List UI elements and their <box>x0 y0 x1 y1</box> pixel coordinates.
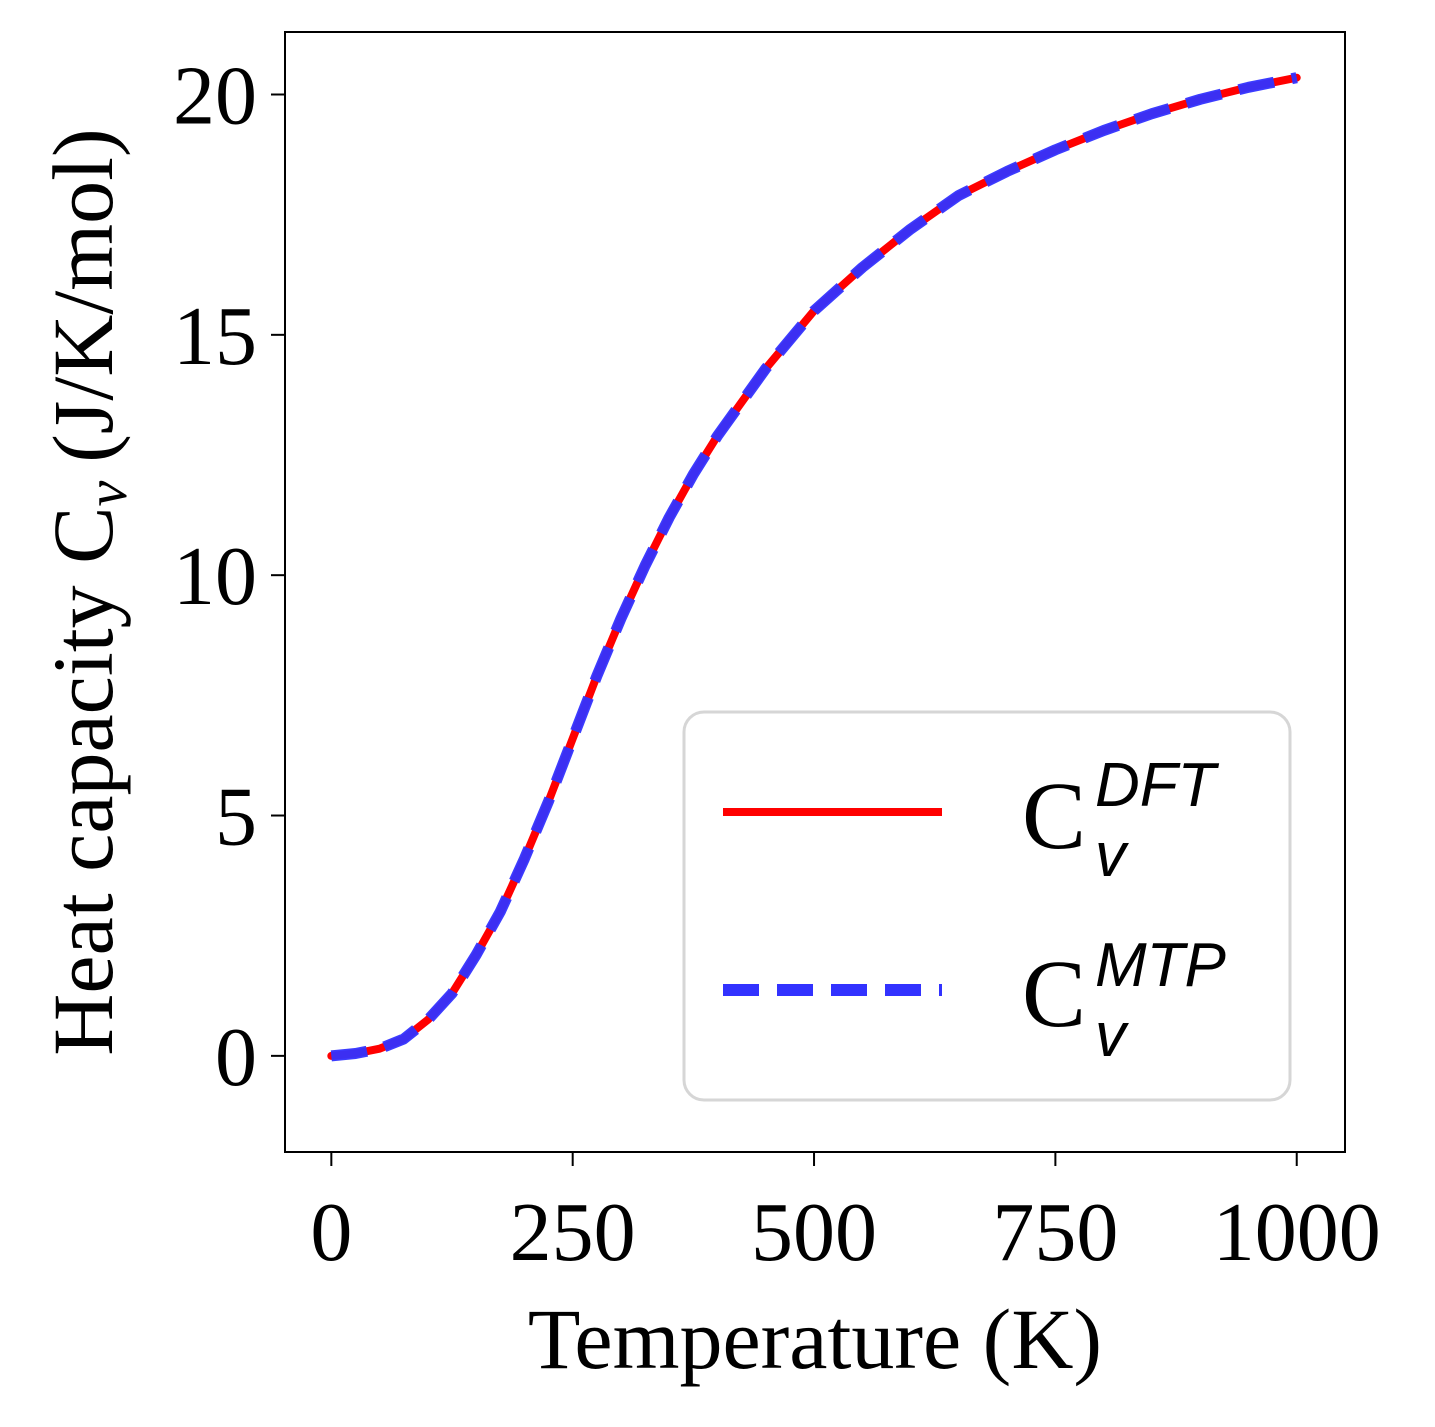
series-layer <box>327 72 1301 1062</box>
series-line-mtp <box>330 72 1298 1062</box>
y-axis-title: Heat capacity Cv (J/K/mol) <box>35 128 139 1055</box>
legend: C DFT v C MTP v <box>682 710 1292 1102</box>
x-tick-label: 1000 <box>1213 1186 1381 1279</box>
y-tick-label: 0 <box>215 1011 257 1104</box>
x-tick-label: 500 <box>751 1186 877 1279</box>
legend-label-mtp-sup: MTP <box>1095 931 1226 1000</box>
y-axis-ticks: 0 5 10 15 20 <box>173 49 285 1104</box>
legend-label-mtp: C MTP v <box>1022 931 1226 1070</box>
y-tick-label: 10 <box>173 530 257 623</box>
legend-label-dft-base: C <box>1022 762 1086 869</box>
legend-label-dft: C DFT v <box>1022 751 1220 890</box>
y-tick-label: 20 <box>173 49 257 142</box>
x-tick-label: 250 <box>510 1186 636 1279</box>
y-tick-label: 5 <box>215 771 257 864</box>
legend-label-mtp-base: C <box>1022 940 1086 1047</box>
legend-label-mtp-sub: v <box>1095 1001 1129 1070</box>
legend-label-dft-sub: v <box>1095 821 1129 890</box>
y-axis-title-main: Heat capacity C <box>35 507 131 1056</box>
y-axis-title-units: (J/K/mol) <box>35 128 131 462</box>
x-tick-label: 750 <box>992 1186 1118 1279</box>
y-axis-title-subscript: v <box>74 481 139 507</box>
y-tick-label: 15 <box>173 290 257 383</box>
x-axis-ticks: 0 250 500 750 1000 <box>310 1152 1381 1279</box>
legend-label-dft-sup: DFT <box>1095 751 1220 820</box>
x-axis-title: Temperature (K) <box>528 1291 1102 1387</box>
x-tick-label: 0 <box>310 1186 352 1279</box>
